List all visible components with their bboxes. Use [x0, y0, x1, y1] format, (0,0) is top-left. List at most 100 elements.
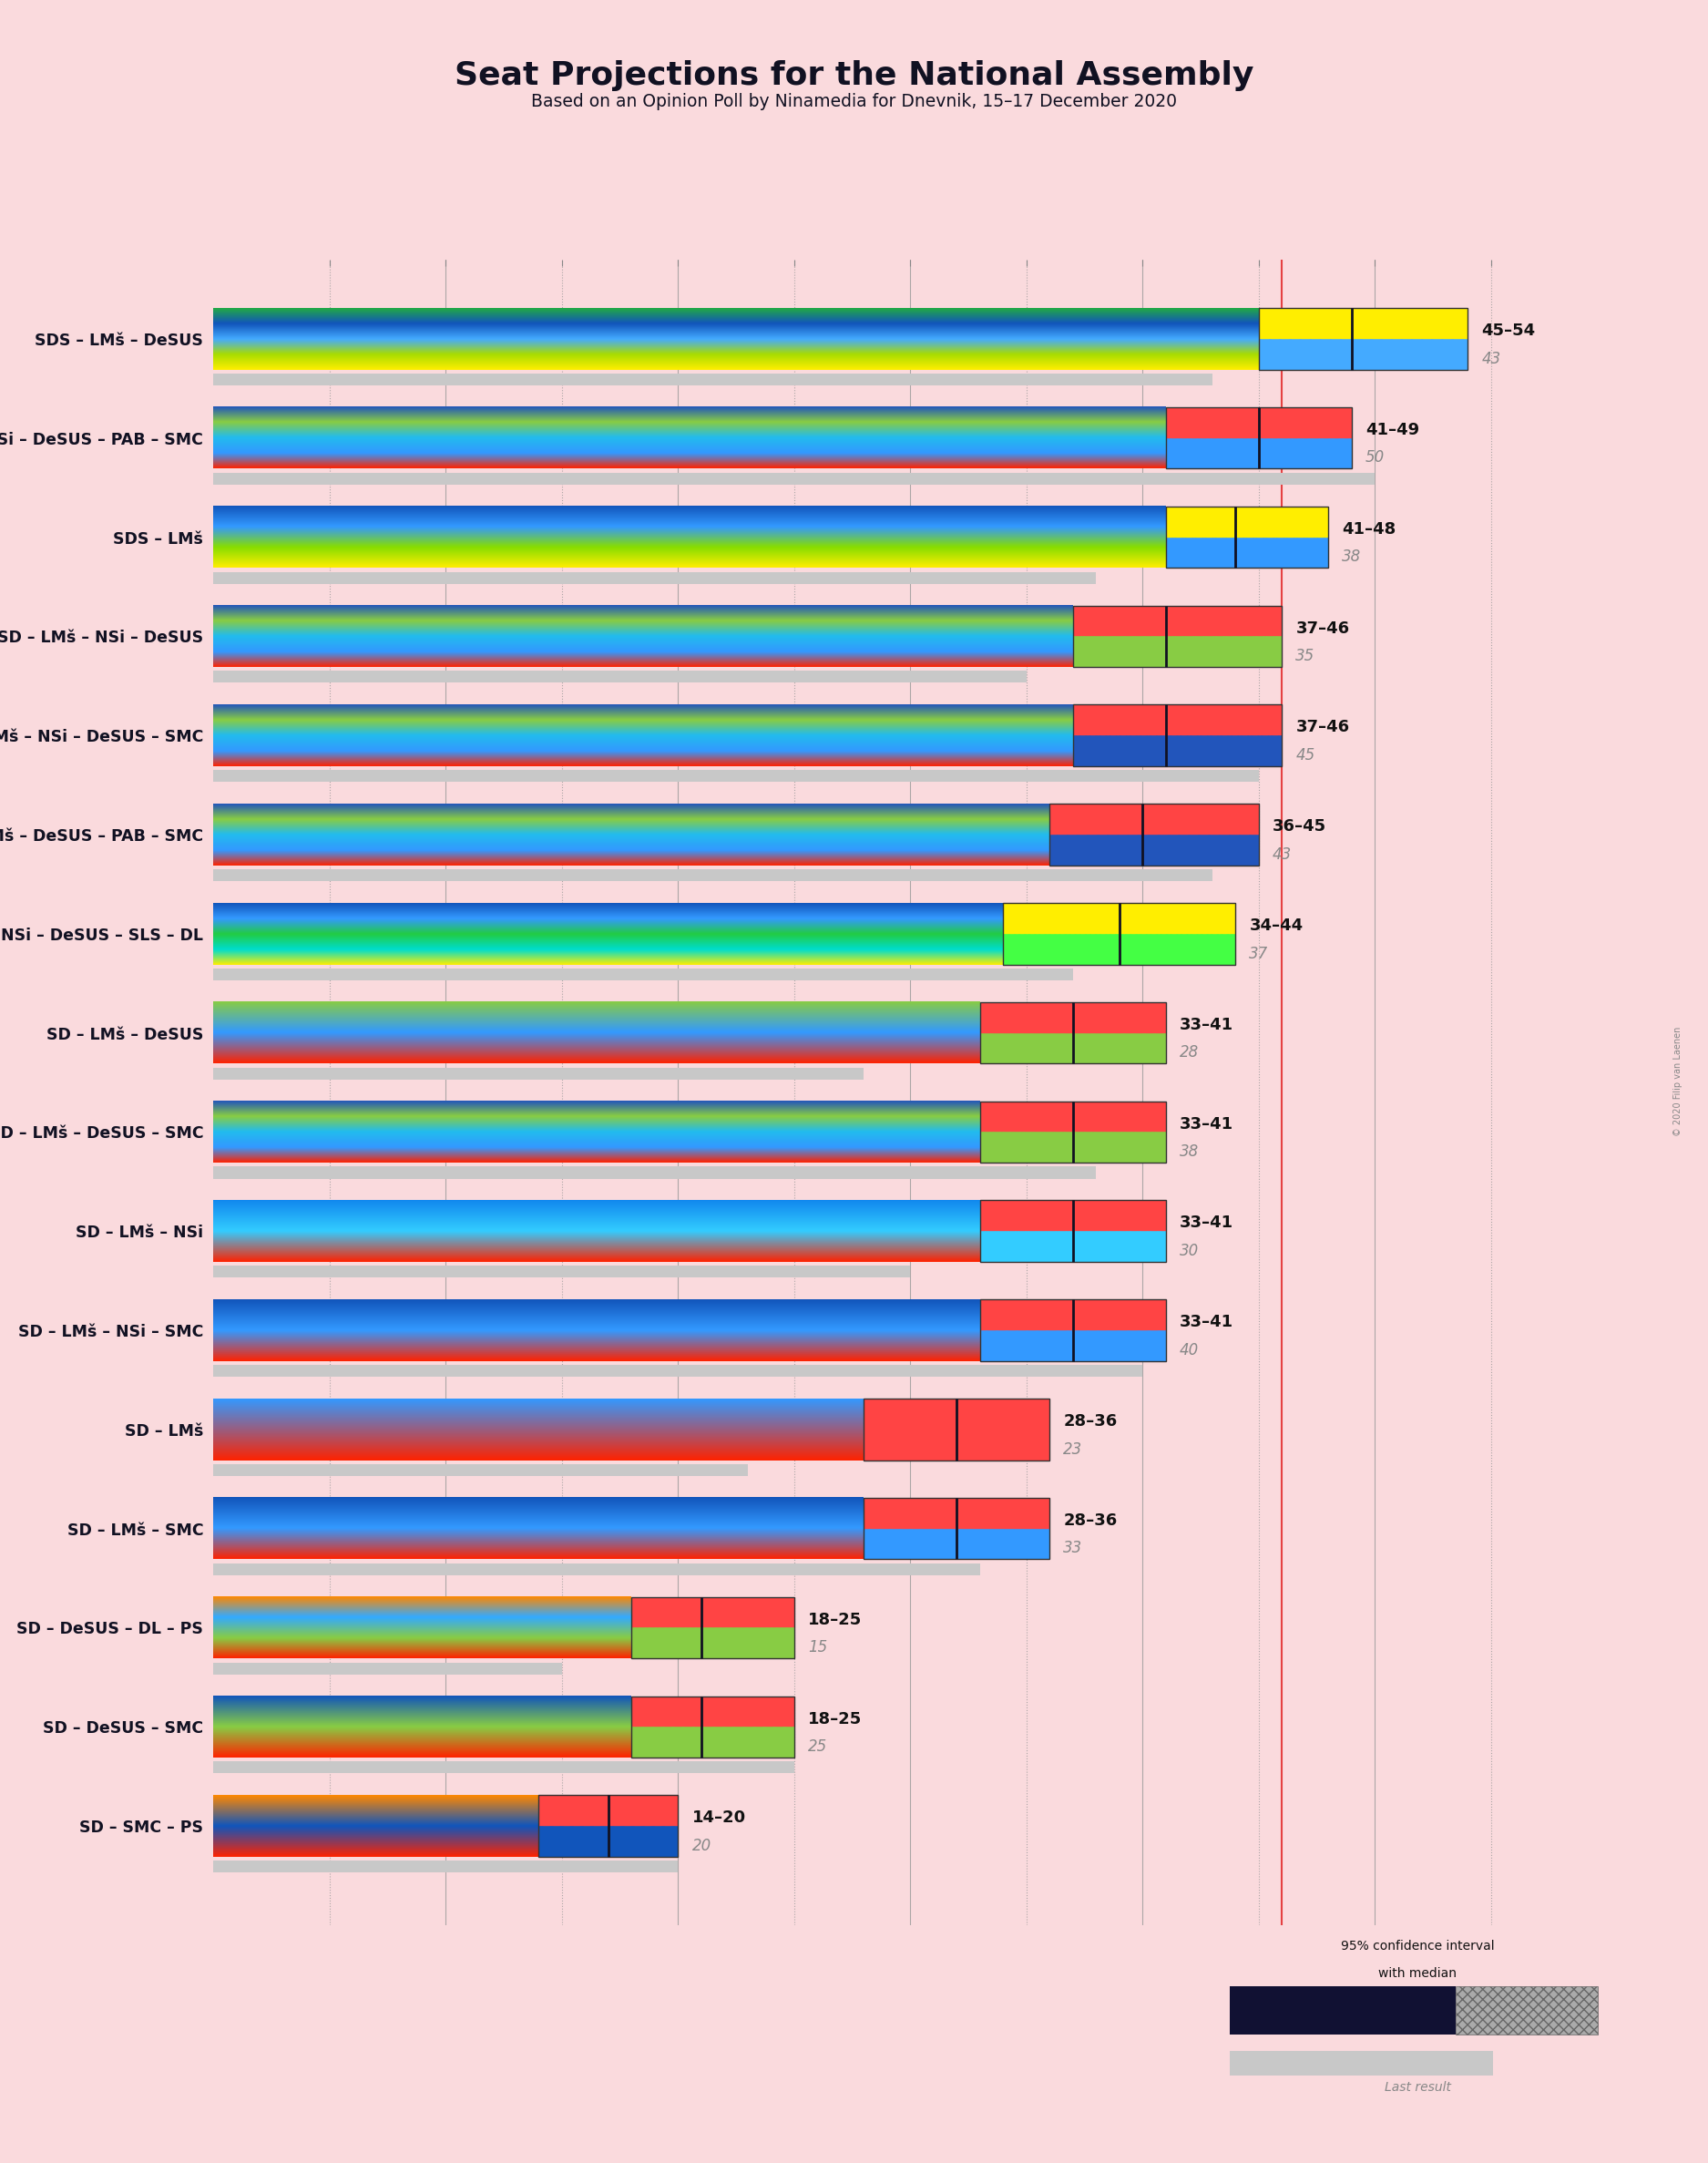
Text: 45–54: 45–54 — [1481, 322, 1535, 340]
Bar — [1259, 307, 1467, 370]
Bar — [632, 1629, 794, 1659]
Bar — [1230, 2051, 1493, 2076]
Bar — [632, 1596, 794, 1659]
Bar — [1165, 407, 1351, 469]
Bar — [980, 1300, 1165, 1330]
Bar — [980, 1330, 1165, 1361]
Bar — [1073, 606, 1281, 636]
Text: 33: 33 — [1064, 1540, 1083, 1557]
Bar — [214, 474, 1375, 485]
Bar — [214, 1761, 794, 1774]
Bar — [214, 1265, 910, 1278]
Bar — [1049, 805, 1259, 865]
Bar — [864, 1529, 1049, 1560]
Bar — [980, 1034, 1165, 1064]
Bar — [980, 1101, 1165, 1164]
Bar — [864, 1497, 1049, 1529]
Bar — [214, 1663, 562, 1674]
Bar — [214, 1564, 980, 1575]
Bar — [1073, 705, 1281, 735]
Bar — [214, 1166, 1097, 1179]
Bar — [1003, 902, 1235, 934]
Bar — [980, 1300, 1165, 1330]
Bar — [1073, 606, 1281, 666]
Bar — [980, 1001, 1165, 1034]
Bar — [980, 1200, 1165, 1231]
Bar — [980, 1200, 1165, 1261]
Text: 28–36: 28–36 — [1064, 1412, 1117, 1430]
Text: 23: 23 — [1064, 1441, 1083, 1458]
Bar — [214, 770, 1259, 783]
Bar — [980, 1101, 1165, 1131]
Bar — [1259, 307, 1467, 340]
Bar — [632, 1696, 794, 1726]
Bar — [1165, 536, 1329, 569]
Text: 28: 28 — [1180, 1045, 1199, 1060]
Bar — [980, 1231, 1165, 1261]
Bar — [632, 1726, 794, 1759]
Bar — [1165, 506, 1329, 569]
Bar — [1165, 439, 1351, 469]
Bar — [1165, 506, 1329, 536]
Bar — [1003, 902, 1235, 934]
Bar — [1049, 805, 1259, 835]
Text: 41–48: 41–48 — [1342, 521, 1395, 536]
Bar — [1049, 805, 1259, 835]
Text: 34–44: 34–44 — [1249, 917, 1303, 934]
Bar — [214, 671, 1027, 684]
Bar — [980, 1001, 1165, 1064]
Bar — [980, 1131, 1165, 1164]
Bar — [1003, 934, 1235, 965]
Bar — [632, 1596, 794, 1629]
Bar — [1073, 705, 1281, 766]
Text: 43: 43 — [1481, 350, 1501, 368]
Text: Seat Projections for the National Assembly: Seat Projections for the National Assemb… — [454, 61, 1254, 91]
Bar — [1165, 439, 1351, 469]
Text: 50: 50 — [1365, 450, 1385, 465]
Bar — [538, 1795, 678, 1826]
Text: 14–20: 14–20 — [692, 1810, 746, 1826]
Text: © 2020 Filip van Laenen: © 2020 Filip van Laenen — [1674, 1027, 1682, 1136]
Bar — [214, 1365, 1143, 1378]
Bar — [864, 1399, 1049, 1430]
Text: 95% confidence interval: 95% confidence interval — [1341, 1940, 1494, 1953]
Bar — [214, 870, 1213, 880]
Bar — [980, 1231, 1165, 1261]
Bar — [1073, 735, 1281, 766]
Bar — [214, 1464, 748, 1475]
Text: 33–41: 33–41 — [1180, 1116, 1233, 1131]
Bar — [214, 969, 1073, 980]
Bar — [1165, 536, 1329, 569]
Bar — [1165, 407, 1351, 439]
Bar — [864, 1497, 1049, 1560]
Bar — [980, 1200, 1165, 1231]
Text: 20: 20 — [692, 1839, 711, 1854]
Text: 33–41: 33–41 — [1180, 1017, 1233, 1034]
Text: 37–46: 37–46 — [1296, 720, 1349, 735]
Bar — [864, 1529, 1049, 1560]
Text: 33–41: 33–41 — [1180, 1315, 1233, 1330]
Bar — [214, 1860, 678, 1873]
Bar — [1259, 340, 1467, 370]
Text: 25: 25 — [808, 1739, 827, 1754]
Bar — [864, 1399, 1049, 1430]
Bar — [1073, 636, 1281, 666]
Text: with median: with median — [1378, 1968, 1457, 1979]
Bar — [980, 1001, 1165, 1034]
Bar — [538, 1795, 678, 1856]
Bar — [1165, 407, 1351, 439]
Bar — [864, 1430, 1049, 1460]
Text: 35: 35 — [1296, 649, 1315, 664]
Bar — [1073, 636, 1281, 666]
Bar — [632, 1629, 794, 1659]
Bar — [1049, 835, 1259, 865]
Text: 33–41: 33–41 — [1180, 1216, 1233, 1231]
Bar — [1455, 1986, 1599, 2035]
Bar — [980, 1330, 1165, 1361]
Bar — [538, 1795, 678, 1826]
Bar — [214, 1069, 864, 1079]
Bar — [980, 1034, 1165, 1064]
Bar — [864, 1497, 1049, 1529]
Bar — [632, 1696, 794, 1759]
Text: 38: 38 — [1180, 1144, 1199, 1159]
